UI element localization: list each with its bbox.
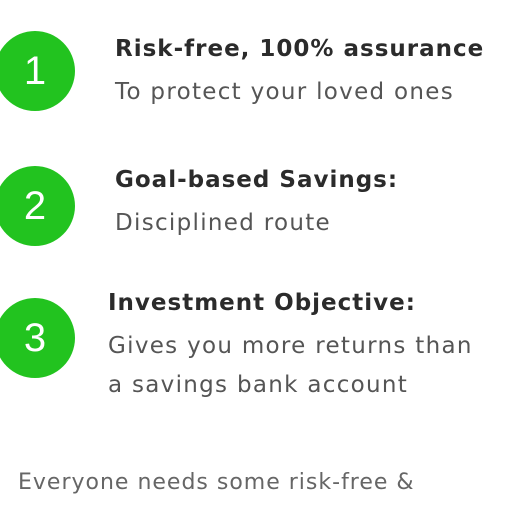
step-title: Risk-free, 100% assurance [115, 36, 485, 62]
step-number-badge: 2 [0, 166, 75, 246]
step-description: To protect your loved ones [115, 79, 455, 105]
step-number-badge: 1 [0, 31, 75, 111]
intro-paragraph: Everyone needs some risk-free & [18, 470, 415, 495]
step-description: a savings bank account [108, 372, 409, 398]
step-description: Disciplined route [115, 210, 332, 236]
step-number-badge: 3 [0, 298, 75, 378]
step-description: Gives you more returns than [108, 333, 473, 359]
step-title: Investment Objective: [108, 290, 416, 316]
step-title: Goal-based Savings: [115, 167, 399, 193]
